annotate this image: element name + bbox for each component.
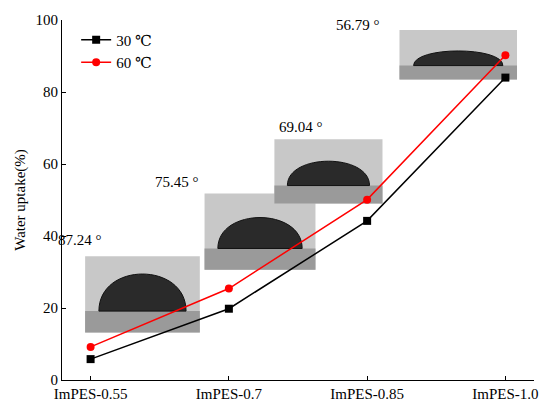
svg-text:100: 100: [36, 12, 59, 28]
svg-text:ImPES-0.55: ImPES-0.55: [54, 386, 128, 402]
svg-text:60: 60: [43, 156, 58, 172]
svg-text:80: 80: [43, 84, 58, 100]
svg-text:Water uptake(%): Water uptake(%): [12, 149, 29, 251]
svg-text:ImPES-1.0: ImPES-1.0: [472, 386, 538, 402]
svg-text:69.04 °: 69.04 °: [279, 119, 323, 135]
svg-text:0: 0: [51, 372, 59, 388]
svg-text:ImPES-0.85: ImPES-0.85: [330, 386, 404, 402]
svg-text:87.24 °: 87.24 °: [58, 232, 102, 248]
svg-text:20: 20: [43, 300, 58, 316]
svg-text:30 ℃: 30 ℃: [116, 33, 152, 49]
svg-text:ImPES-0.7: ImPES-0.7: [196, 386, 263, 402]
svg-text:40: 40: [43, 228, 58, 244]
svg-text:60 ℃: 60 ℃: [116, 55, 152, 71]
svg-text:75.45 °: 75.45 °: [155, 174, 199, 190]
svg-text:56.79 °: 56.79 °: [336, 17, 380, 33]
